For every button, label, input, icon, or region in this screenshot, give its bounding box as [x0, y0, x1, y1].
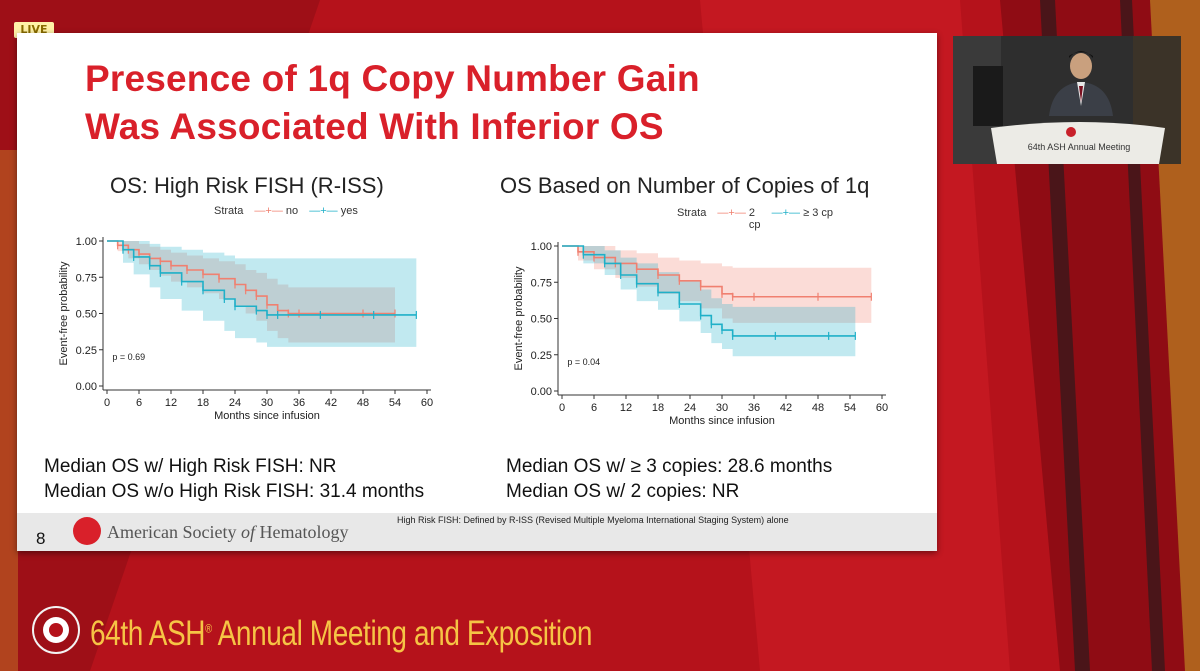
x-tick-label: 30: [716, 402, 728, 414]
right-legend: Strata —+— 2 cp —+— ≥ 3 cp: [677, 207, 833, 231]
y-tick-label: 0.75: [531, 277, 552, 289]
x-tick-label: 18: [652, 402, 664, 414]
x-tick-label: 12: [620, 402, 632, 414]
x-tick-label: 54: [389, 397, 401, 409]
slide-title-line1: Presence of 1q Copy Number Gain: [85, 58, 700, 99]
x-tick-label: 54: [844, 402, 856, 414]
ci-band-1: [562, 246, 856, 357]
slide-page-number: 8: [36, 529, 46, 548]
slide-title: Presence of 1q Copy Number Gain Was Asso…: [85, 55, 875, 151]
x-tick-label: 18: [197, 397, 209, 409]
right-km-chart: 0.00 0.25 0.50 0.75 1.00 0 6 12 18 24 30 36 42 48 54 60…: [513, 241, 888, 427]
x-tick-label: 6: [136, 397, 142, 409]
society-name-b: Hematology: [254, 522, 349, 542]
speaker-video-scene: [953, 36, 1181, 164]
slide-footnote: High Risk FISH: Defined by R-ISS (Revise…: [397, 515, 789, 525]
ci-band-1: [107, 241, 417, 347]
x-tick-label: 42: [325, 397, 337, 409]
p-value-annotation: p = 0.04: [567, 357, 600, 367]
right-legend-2cp: 2 cp: [748, 207, 761, 231]
podium-text: 64th ASH Annual Meeting: [1027, 142, 1131, 152]
right-legend-label: Strata: [677, 207, 707, 219]
p-value-annotation: p = 0.69: [112, 352, 145, 362]
ci-band-0: [562, 246, 872, 323]
legend-swatch-no-icon: —+—: [254, 205, 283, 217]
left-stats: Median OS w/ High Risk FISH: NR Median O…: [44, 454, 424, 504]
society-name-a: American Society: [107, 522, 241, 542]
y-axis-label: Event-free probability: [58, 261, 70, 365]
left-legend-no: no: [285, 205, 299, 217]
society-name-of: of: [240, 522, 255, 542]
x-tick-label: 0: [104, 397, 110, 409]
x-tick-label: 36: [748, 402, 760, 414]
left-legend-yes: yes: [340, 205, 358, 217]
ash-emblem-icon: [32, 606, 80, 654]
x-axis-label: Months since infusion: [214, 410, 320, 422]
ash-logo-icon: [73, 517, 101, 545]
right-stats-line2: Median OS w/ 2 copies: NR: [506, 481, 740, 502]
x-tick-label: 0: [559, 402, 565, 414]
x-tick-label: 36: [293, 397, 305, 409]
slide-title-line2: Was Associated With Inferior OS: [85, 106, 664, 147]
presentation-slide: Presence of 1q Copy Number Gain Was Asso…: [17, 33, 937, 551]
meeting-reg: ®: [205, 621, 212, 636]
x-tick-label: 24: [684, 402, 696, 414]
right-legend-3cp: ≥ 3 cp: [803, 207, 833, 219]
x-tick-label: 24: [229, 397, 241, 409]
y-tick-label: 0.25: [76, 345, 97, 357]
y-tick-label: 0.25: [531, 350, 552, 362]
right-stats: Median OS w/ ≥ 3 copies: 28.6 months Med…: [506, 454, 832, 504]
y-tick-label: 0.50: [531, 314, 552, 326]
left-legend-label: Strata: [214, 205, 244, 217]
x-axis-label: Months since infusion: [669, 415, 775, 427]
right-stats-line1: Median OS w/ ≥ 3 copies: 28.6 months: [506, 456, 833, 477]
x-tick-label: 60: [421, 397, 433, 409]
left-stats-line2: Median OS w/o High Risk FISH: 31.4 month…: [44, 481, 425, 502]
x-tick-label: 42: [780, 402, 792, 414]
y-tick-label: 0.00: [76, 381, 97, 393]
y-tick-label: 1.00: [531, 241, 552, 253]
slide-footer: [17, 513, 937, 551]
ash-emblem-dot: [49, 623, 63, 637]
right-chart-title: OS Based on Number of Copies of 1q: [500, 173, 870, 198]
x-tick-label: 48: [812, 402, 824, 414]
x-tick-label: 48: [357, 397, 369, 409]
y-tick-label: 1.00: [76, 236, 97, 248]
x-tick-label: 6: [591, 402, 597, 414]
left-legend: Strata —+— no —+— yes: [214, 205, 358, 217]
y-axis-label: Event-free probability: [513, 266, 525, 370]
meeting-branding: 64th ASH® Annual Meeting and Exposition: [90, 614, 592, 654]
society-name: American Society of Hematology: [107, 522, 348, 543]
legend-swatch-2cp-icon: —+—: [717, 207, 746, 219]
x-tick-label: 30: [261, 397, 273, 409]
left-km-chart: 0.00 0.25 0.50 0.75 1.00 0 6 12 18 24 30 36 42 48 54 60…: [58, 236, 433, 422]
legend-swatch-yes-icon: —+—: [309, 205, 338, 217]
left-chart-title: OS: High Risk FISH (R-ISS): [110, 173, 384, 198]
left-stats-line1: Median OS w/ High Risk FISH: NR: [44, 456, 337, 477]
y-tick-label: 0.75: [76, 272, 97, 284]
y-tick-label: 0.50: [76, 309, 97, 321]
x-tick-label: 12: [165, 397, 177, 409]
x-tick-label: 60: [876, 402, 888, 414]
legend-swatch-3cp-icon: —+—: [771, 207, 801, 219]
speaker-video: 64th ASH Annual Meeting: [953, 36, 1181, 164]
y-tick-label: 0.00: [531, 386, 552, 398]
meeting-rest: Annual Meeting and Exposition: [217, 614, 593, 653]
meeting-prefix: 64th ASH: [90, 614, 206, 653]
